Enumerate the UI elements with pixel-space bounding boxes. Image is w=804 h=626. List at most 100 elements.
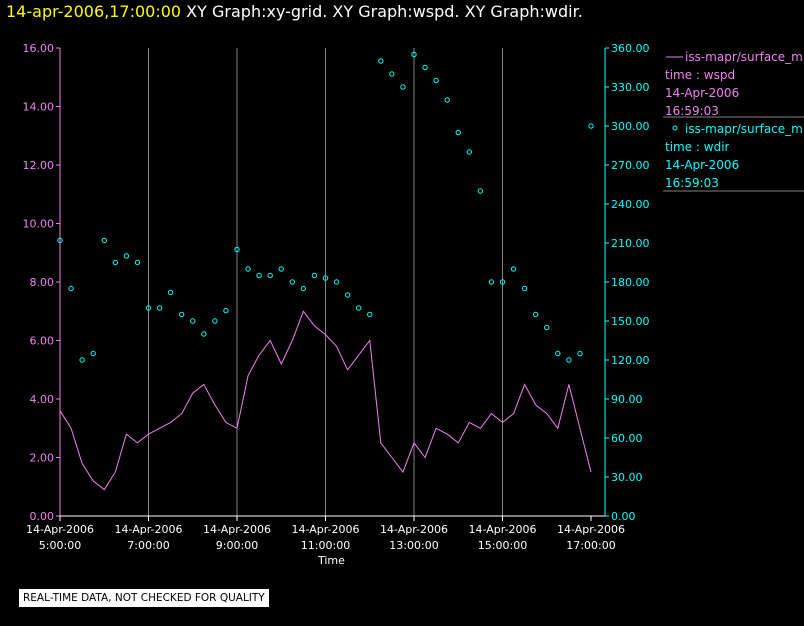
- wdir-point: [378, 58, 384, 64]
- wdir-point: [577, 350, 583, 357]
- y-left-ticks: 0.00 2.00 4.00 6.00 8.00 10.00 12.00 14.00 16.00: [23, 42, 60, 523]
- wdir-point: [477, 188, 484, 194]
- legend-wspd-time: 16:59:03: [665, 104, 719, 118]
- wdir-point: [521, 285, 528, 292]
- wdir-point: [101, 237, 107, 244]
- wdir-point: [499, 279, 506, 285]
- y-right-tick-label: 210.00: [611, 237, 650, 250]
- y-right-tick-label: 30.00: [611, 471, 643, 484]
- wdir-point: [311, 272, 318, 279]
- x-tick-time-label: 11:00:00: [301, 539, 350, 552]
- x-tick-date-label: 14-Apr-2006: [557, 523, 625, 536]
- y-right-tick-label: 120.00: [611, 354, 650, 367]
- x-tick-date-label: 14-Apr-2006: [203, 523, 271, 536]
- y-left-tick-label: 12.00: [23, 159, 55, 172]
- wdir-point: [344, 292, 351, 298]
- wdir-series: [57, 51, 594, 363]
- legend-wspd-var: time : wspd: [665, 68, 736, 82]
- wdir-point: [466, 149, 473, 155]
- wdir-point: [278, 266, 284, 272]
- wdir-point: [389, 71, 395, 77]
- x-tick-time-label: 9:00:00: [216, 539, 258, 552]
- y-right-tick-label: 90.00: [611, 393, 643, 406]
- x-tick-date-label: 14-Apr-2006: [468, 523, 536, 536]
- x-tick-time-label: 17:00:00: [566, 539, 615, 552]
- y-right-tick-label: 60.00: [611, 432, 643, 445]
- wspd-series: [59, 310, 592, 491]
- wdir-point: [433, 77, 439, 84]
- axes: [59, 48, 606, 517]
- title-graphs: XY Graph:xy-grid. XY Graph:wspd. XY Grap…: [181, 2, 583, 21]
- grid-lines: [148, 48, 503, 516]
- quality-note: REAL-TIME DATA, NOT CHECKED FOR QUALITY: [19, 589, 269, 607]
- legend-wdir-date: 14-Apr-2006: [665, 158, 740, 172]
- wdir-point: [123, 253, 130, 259]
- wdir-point: [289, 279, 296, 285]
- wdir-point: [167, 289, 174, 296]
- wdir-point: [488, 279, 495, 285]
- wdir-point: [300, 285, 307, 292]
- y-right-tick-label: 360.00: [611, 42, 650, 55]
- y-right-tick-label: 300.00: [611, 120, 650, 133]
- wdir-point: [566, 357, 572, 363]
- wdir-point: [588, 123, 594, 129]
- wdir-point: [544, 324, 550, 331]
- wdir-point: [68, 285, 74, 292]
- window-title: 14-apr-2006,17:00:00 XY Graph:xy-grid. X…: [6, 1, 583, 23]
- wdir-point: [510, 266, 517, 272]
- legend-wspd-date: 14-Apr-2006: [665, 86, 740, 100]
- wdir-point: [355, 305, 362, 311]
- wdir-point: [444, 97, 450, 103]
- legend-wdir-swatch: [672, 125, 678, 131]
- y-left-tick-label: 4.00: [30, 393, 55, 406]
- wdir-point: [411, 51, 417, 58]
- wdir-point: [245, 266, 251, 272]
- wdir-point: [256, 272, 262, 279]
- y-left-tick-label: 2.00: [30, 452, 55, 465]
- y-left-tick-label: 14.00: [23, 101, 55, 114]
- wdir-point: [134, 259, 141, 266]
- wdir-point: [322, 275, 329, 281]
- wdir-point: [555, 350, 561, 357]
- y-right-tick-label: 180.00: [611, 276, 650, 289]
- wdir-point: [422, 64, 428, 71]
- wdir-point: [112, 259, 119, 266]
- wdir-point: [234, 246, 240, 253]
- wdir-point: [367, 311, 373, 318]
- wdir-point: [212, 318, 218, 324]
- title-date: 14-apr-2006,17:00:00: [6, 2, 182, 21]
- wdir-point: [145, 305, 152, 311]
- wdir-point: [223, 307, 229, 314]
- y-left-tick-label: 0.00: [30, 510, 55, 523]
- wdir-point: [90, 350, 96, 357]
- legend-wdir-var: time : wdir: [665, 140, 730, 154]
- wdir-point: [201, 331, 207, 337]
- x-tick-time-label: 5:00:00: [39, 539, 81, 552]
- y-left-tick-label: 6.00: [30, 335, 55, 348]
- y-right-ticks: 0.00 30.00 60.00 90.00 120.00 150.00 180.00 210…: [605, 42, 650, 523]
- y-right-tick-label: 330.00: [611, 81, 650, 94]
- wdir-point: [178, 311, 185, 318]
- y-right-tick-label: 240.00: [611, 198, 650, 211]
- x-tick-time-label: 7:00:00: [127, 539, 169, 552]
- wdir-point: [156, 305, 163, 311]
- wdir-point: [190, 318, 196, 324]
- y-left-tick-label: 10.00: [23, 218, 55, 231]
- wdir-point: [400, 84, 406, 90]
- y-left-tick-label: 8.00: [30, 276, 55, 289]
- x-tick-date-label: 14-Apr-2006: [114, 523, 182, 536]
- legend-wdir-time: 16:59:03: [665, 176, 719, 190]
- wspd-line: [59, 310, 592, 491]
- wdir-point: [333, 279, 340, 285]
- x-tick-date-label: 14-Apr-2006: [26, 523, 94, 536]
- wdir-point: [455, 129, 461, 136]
- x-tick-date-label: 14-Apr-2006: [291, 523, 359, 536]
- legend-wdir-name: iss-mapr/surface_m: [685, 122, 803, 136]
- wdir-point: [532, 311, 539, 318]
- legend-wspd-name: iss-mapr/surface_m: [685, 50, 803, 64]
- x-axis-label: Time: [318, 554, 345, 567]
- y-left-tick-label: 16.00: [23, 42, 55, 55]
- y-right-tick-label: 0.00: [611, 510, 636, 523]
- wdir-point: [267, 272, 273, 279]
